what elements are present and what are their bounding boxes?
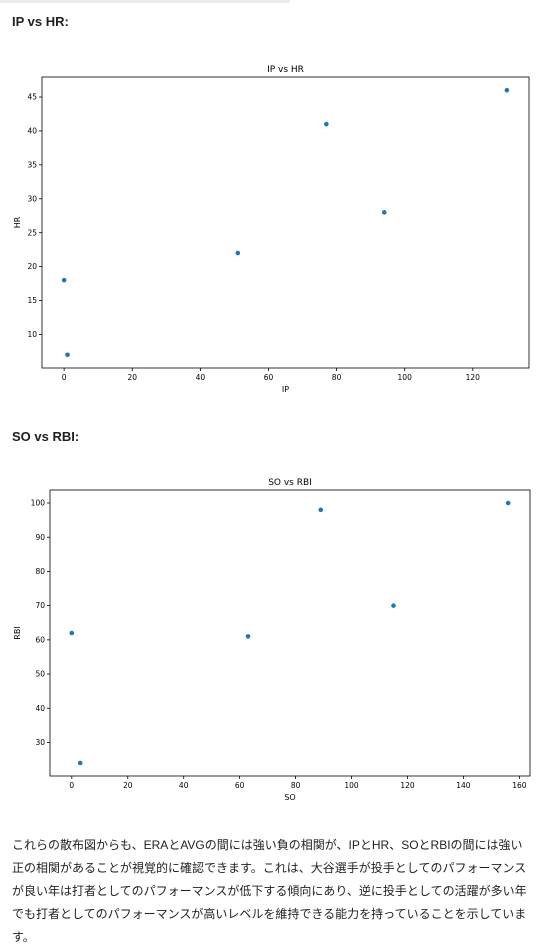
x-axis-label: SO	[284, 793, 295, 802]
y-tick-label: 80	[35, 567, 45, 576]
y-tick-label: 30	[35, 738, 45, 747]
x-tick-label: 60	[235, 781, 245, 790]
x-tick-label: 40	[179, 781, 189, 790]
x-tick-label: 100	[398, 373, 413, 382]
x-tick-label: 100	[344, 781, 359, 790]
x-tick-label: 40	[196, 373, 206, 382]
y-tick-label: 40	[35, 704, 45, 713]
chart-title: IP vs HR	[267, 65, 304, 75]
chart-title: SO vs RBI	[268, 478, 312, 488]
plot-frame	[49, 489, 531, 777]
y-tick-label: 60	[35, 635, 45, 644]
x-tick-label: 120	[400, 781, 415, 790]
summary-paragraph: これらの散布図からも、ERAとAVGの間には強い負の相関が、IPとHR、SOとR…	[12, 838, 527, 944]
x-tick-label: 140	[456, 781, 471, 790]
x-tick-label: 160	[512, 781, 527, 790]
y-tick-label: 25	[27, 228, 37, 237]
y-tick-label: 50	[35, 670, 45, 679]
y-axis-label: RBI	[13, 626, 22, 639]
scatter-point	[381, 210, 387, 215]
y-tick-label: 90	[35, 533, 45, 542]
y-tick-label: 70	[35, 601, 45, 610]
top-divider	[0, 0, 290, 3]
y-tick-label: 35	[27, 160, 37, 169]
scatter-point	[324, 121, 329, 127]
y-tick-label: 15	[27, 296, 37, 305]
x-tick-label: 80	[291, 781, 301, 790]
x-tick-label: 0	[69, 781, 74, 790]
scatter-point	[69, 630, 75, 636]
plot-frame	[41, 76, 530, 369]
x-tick-label: 0	[62, 373, 67, 382]
x-tick-label: 60	[264, 373, 274, 382]
y-tick-label: 20	[27, 262, 37, 271]
chart-figure-so-rbi: SO vs RBI 0 20 40 60 80 100 120 140 160 30 40 50 60 70…	[12, 471, 534, 811]
scatter-point	[235, 250, 241, 256]
scatter-point	[391, 603, 396, 608]
scatter-point	[245, 634, 251, 639]
scatter-point	[61, 277, 67, 283]
section-heading-ip-hr: IP vs HR:	[12, 14, 69, 29]
scatter-point	[505, 500, 511, 506]
y-tick-label: 30	[27, 194, 37, 203]
y-tick-label: 100	[31, 499, 46, 508]
x-tick-label: 20	[127, 373, 137, 382]
x-tick-label: 20	[123, 781, 133, 790]
x-tick-label: 80	[332, 373, 342, 382]
scatter-point	[318, 507, 324, 513]
x-axis-label: IP	[282, 385, 289, 394]
chart-so-vs-rbi: SO vs RBI 0 20 40 60 80 100 120 140 160 30 40 50 60 70…	[13, 478, 531, 802]
y-tick-label: 10	[27, 330, 37, 339]
scatter-point	[77, 760, 83, 766]
section-heading-so-rbi: SO vs RBI:	[12, 429, 80, 444]
scatter-point	[504, 87, 510, 93]
x-tick-label: 120	[466, 373, 481, 382]
chart-ip-vs-hr: IP vs HR 0 20 40 60 80 100 120 10 15 20 25 30 35 40 45 I…	[13, 65, 530, 394]
scatter-point	[65, 352, 70, 358]
chart-figure-ip-hr: IP vs HR 0 20 40 60 80 100 120 10 15 20 25 30 35 40 45 I…	[12, 58, 534, 400]
y-axis-label: HR	[13, 216, 22, 228]
y-tick-label: 40	[27, 127, 37, 136]
y-tick-label: 45	[27, 93, 37, 102]
